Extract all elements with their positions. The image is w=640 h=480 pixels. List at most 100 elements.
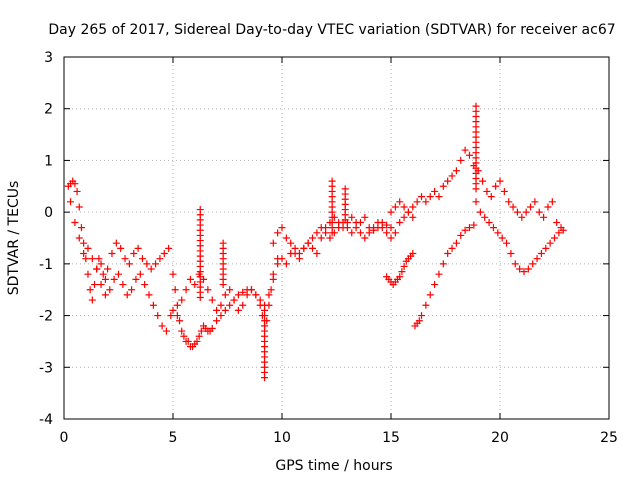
data-point [348,213,356,221]
data-point [274,229,282,237]
data-point [542,244,550,252]
data-point [234,291,242,299]
data-point [84,244,92,252]
data-point [97,281,105,289]
data-point [138,255,146,263]
data-point [221,291,229,299]
data-point [544,203,552,211]
data-point [112,239,120,247]
data-points [64,102,567,382]
data-point [226,286,234,294]
y-tick-label: -3 [39,360,53,376]
data-point [352,218,360,226]
data-point [106,286,114,294]
x-tick-label: 5 [169,430,178,446]
data-point [317,234,325,242]
data-point [282,234,290,242]
data-point [309,244,317,252]
data-point [503,239,511,247]
data-point [535,208,543,216]
x-tick-label: 0 [60,430,69,446]
series-spike-12h [328,177,336,237]
data-point [439,260,447,268]
data-point [487,193,495,201]
y-tick-label: -2 [39,309,53,325]
data-point [95,255,103,263]
data-point [431,187,439,195]
data-point [154,312,162,320]
data-point [498,234,506,242]
data-point [348,229,356,237]
data-point [387,208,395,216]
y-tick-label: 1 [44,153,53,169]
data-point [278,224,286,232]
data-point [505,198,513,206]
data-point [143,260,151,268]
data-point [291,250,299,258]
data-point [492,182,500,190]
series-track-f [269,208,417,263]
data-point [97,260,105,268]
data-point [540,213,548,221]
data-point [86,286,94,294]
data-point [152,260,160,268]
data-point [444,250,452,258]
axis-ticks [63,56,610,420]
data-point [182,286,190,294]
data-point [195,332,203,340]
data-point [398,268,406,276]
data-point [439,182,447,190]
data-point [239,288,247,296]
data-point [265,291,273,299]
data-point [409,250,417,258]
data-point [110,275,118,283]
data-point [217,301,225,309]
chart-title: Day 265 of 2017, Sidereal Day-to-day VTE… [48,22,615,38]
data-point [485,218,493,226]
data-point [409,213,417,221]
data-point [452,167,460,175]
data-point [217,312,225,320]
data-point [494,229,502,237]
data-point [252,291,260,299]
data-point [156,255,164,263]
data-point [444,177,452,185]
data-point [84,270,92,278]
data-point [479,177,487,185]
y-tick-label: 3 [44,50,53,66]
data-point [457,156,465,164]
data-point [132,275,140,283]
data-point [520,268,528,276]
data-point [548,198,556,206]
data-point [141,281,149,289]
data-point [476,208,484,216]
data-point [496,177,504,185]
data-point [108,250,116,258]
data-point [361,234,369,242]
data-point [400,213,408,221]
data-point [396,218,404,226]
x-axis-label: GPS time / hours [275,458,392,474]
data-point [130,250,138,258]
data-point [88,255,96,263]
data-point [121,255,129,263]
x-tick-labels: 0 5 10 15 20 25 [60,430,618,446]
data-point [80,250,88,258]
data-point [522,208,530,216]
data-point [418,193,426,201]
x-tick-label: 20 [491,430,509,446]
data-point [208,296,216,304]
data-point [178,327,186,335]
data-point [269,239,277,247]
data-point [160,250,168,258]
data-point [173,301,181,309]
data-point [448,244,456,252]
data-point [461,146,469,154]
data-point [326,234,334,242]
data-point [136,270,144,278]
data-point [500,187,508,195]
data-point [269,275,277,283]
y-tick-label: 0 [44,205,53,221]
data-point [82,255,90,263]
data-point [370,224,378,232]
